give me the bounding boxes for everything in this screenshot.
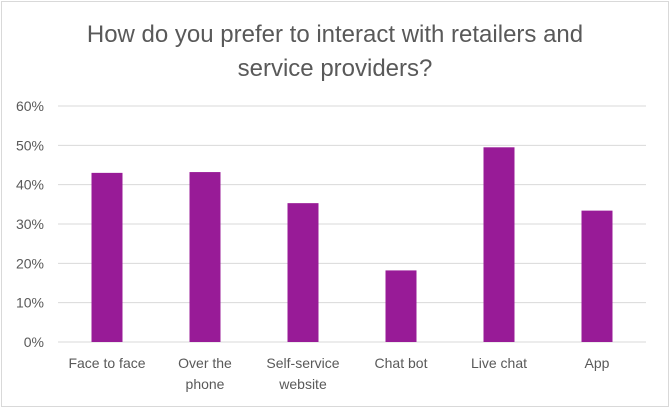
bars [91, 147, 613, 342]
y-tick-label: 60% [16, 98, 44, 114]
y-tick-label: 10% [16, 295, 44, 311]
y-axis-ticks: 0% 10% 20% 30% 40% 50% 60% [16, 98, 44, 350]
y-tick-label: 50% [16, 137, 44, 153]
bar [189, 172, 221, 342]
x-axis-labels: Face to face Over the phone Self-service web… [68, 355, 609, 392]
y-tick-label: 20% [16, 255, 44, 271]
x-tick-label: Face to face [68, 355, 145, 371]
chart-title: How do you prefer to interact with retai… [86, 21, 584, 82]
bar [287, 203, 319, 342]
y-tick-label: 0% [24, 334, 44, 350]
bar [91, 172, 123, 342]
x-tick-label: Self-service website [266, 355, 339, 392]
x-tick-label: Over the phone [178, 355, 232, 392]
gridlines [58, 105, 646, 343]
x-tick-label: Live chat [471, 355, 527, 371]
bar [581, 210, 613, 342]
bar [385, 270, 417, 342]
y-tick-label: 40% [16, 177, 44, 193]
bar [483, 147, 515, 342]
y-tick-label: 30% [16, 216, 44, 232]
x-tick-label: App [585, 355, 610, 371]
x-tick-label: Chat bot [375, 355, 428, 371]
